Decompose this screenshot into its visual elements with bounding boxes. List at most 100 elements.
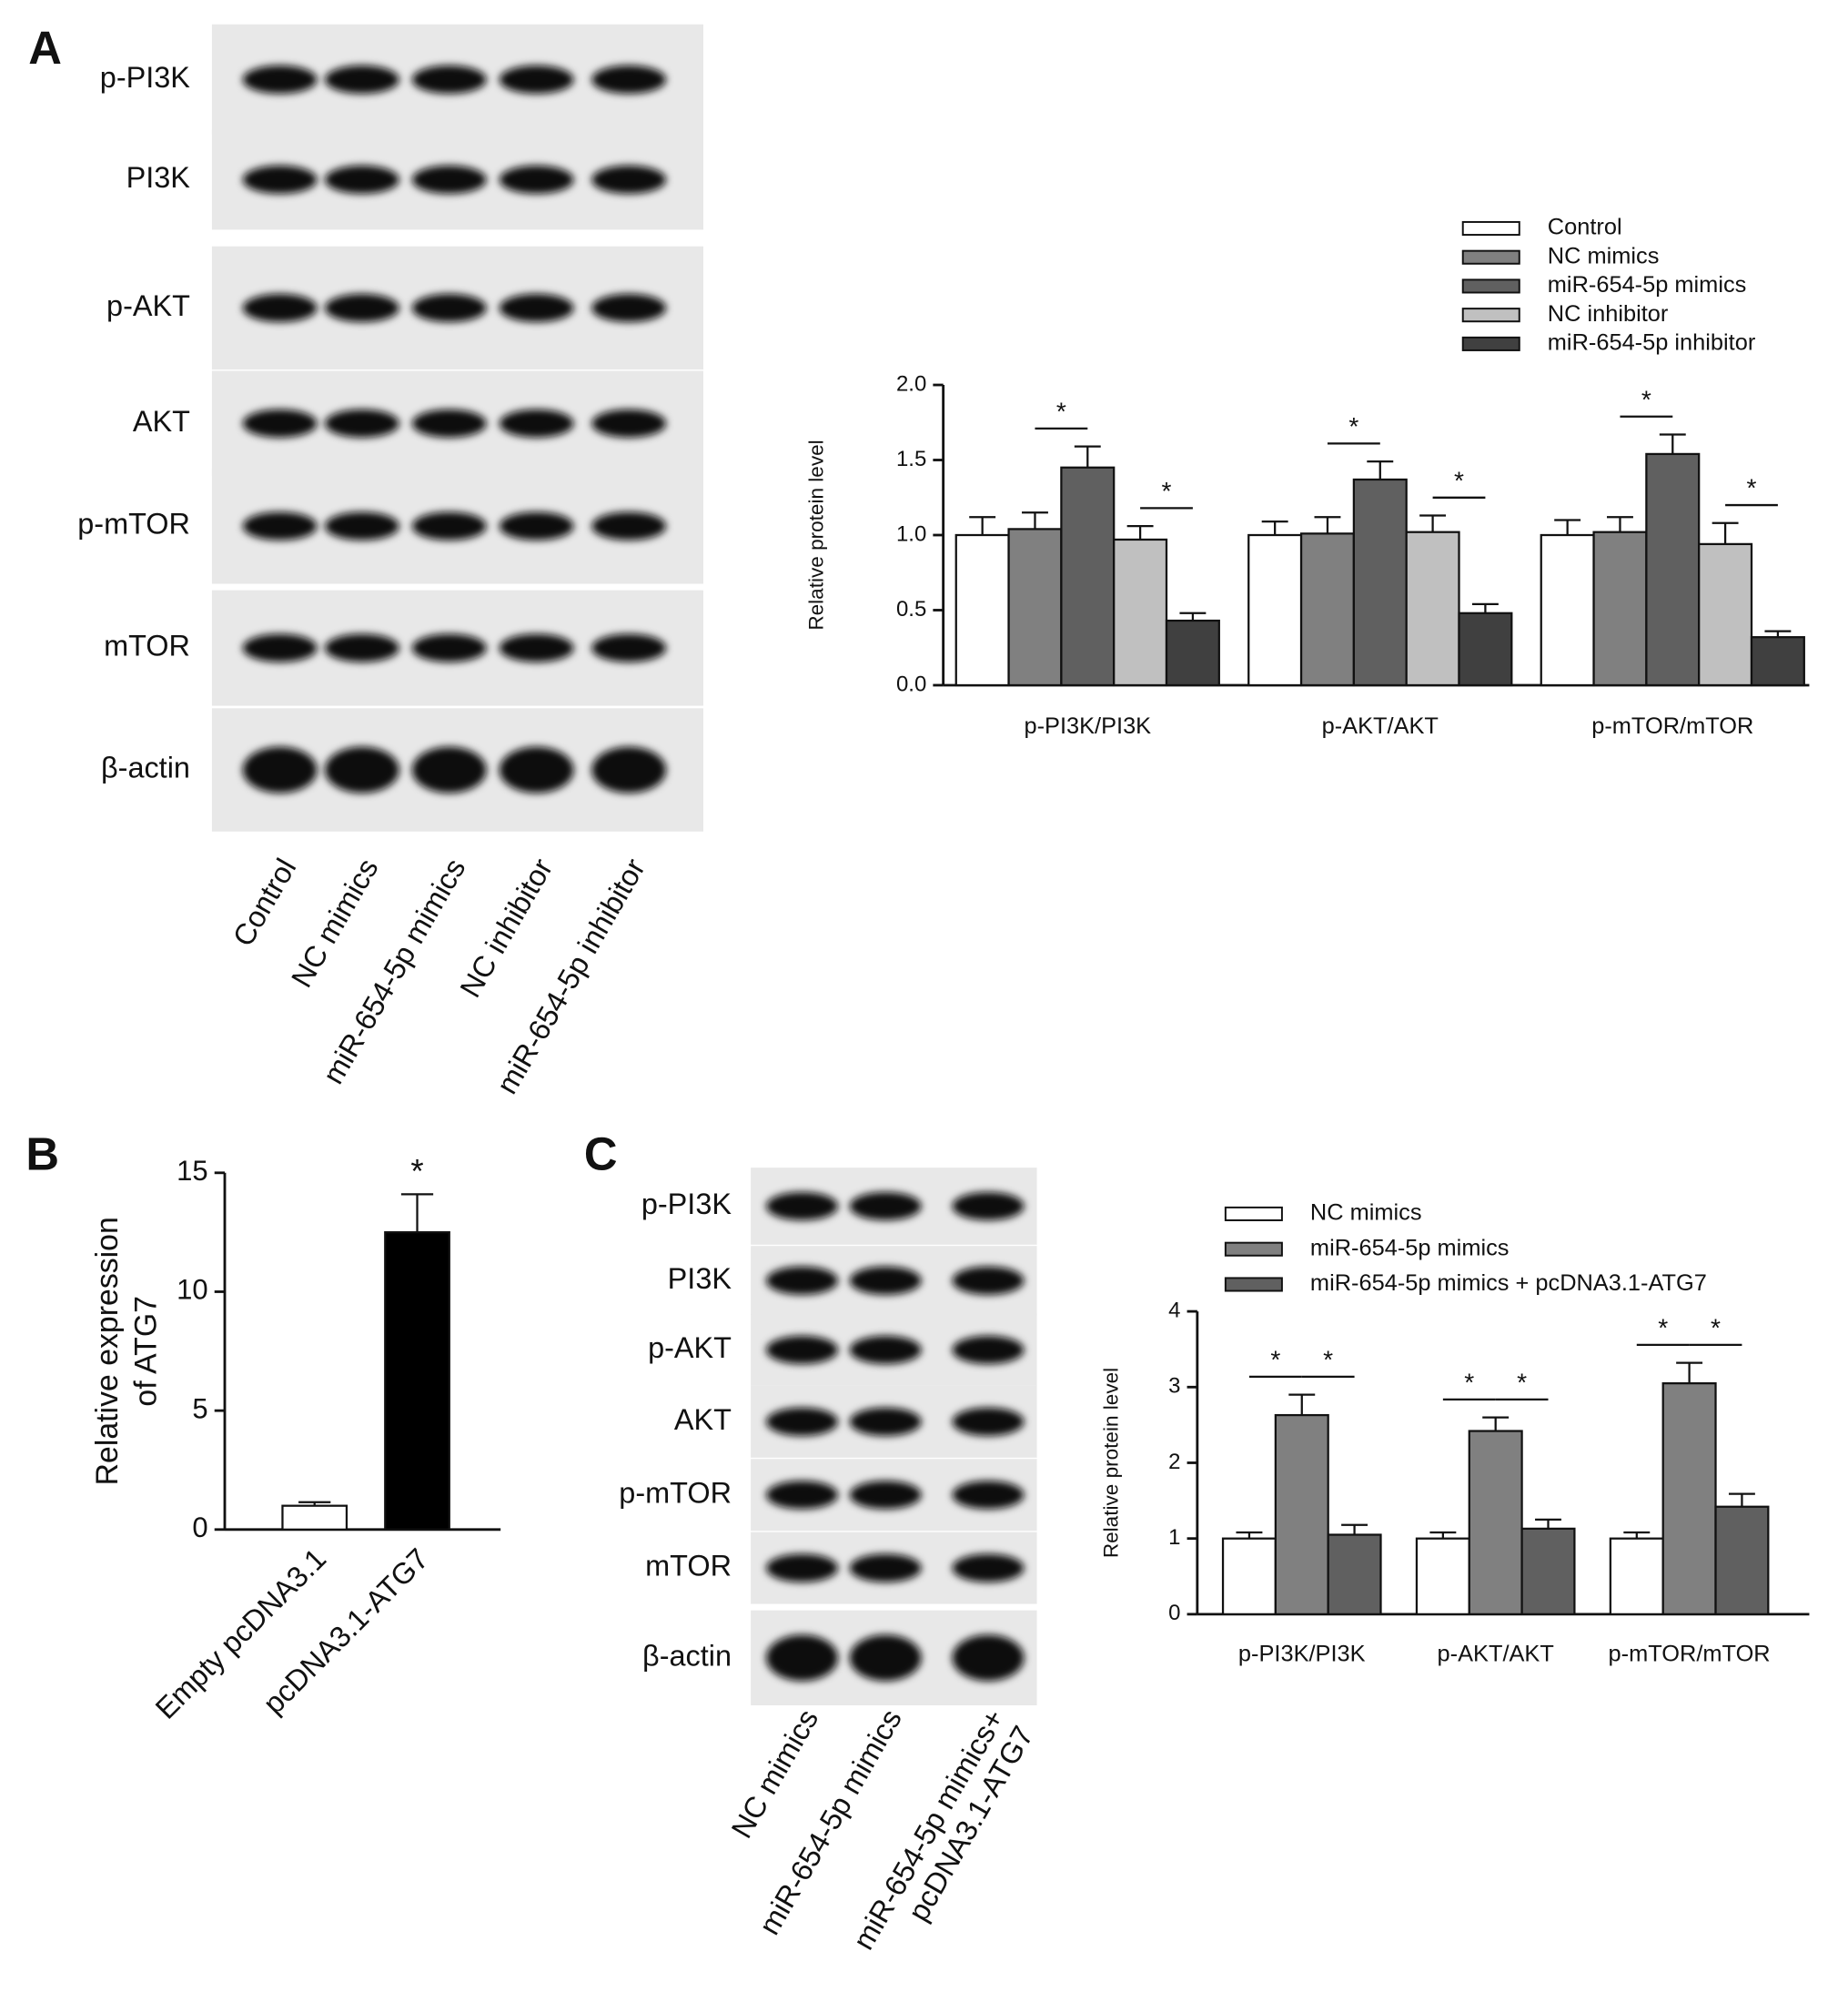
x-tick-label: p-AKT/AKT (1322, 713, 1439, 739)
significance-label: * (1517, 1367, 1527, 1396)
legend-swatch (1224, 1277, 1283, 1292)
blot-band (952, 1407, 1025, 1436)
blot-row-label: p-mTOR (619, 1476, 732, 1509)
blot-band (499, 511, 574, 541)
bar (1540, 533, 1595, 687)
blot-band (766, 1407, 839, 1436)
lane-label: NC mimics (285, 853, 385, 993)
significance-label: * (1323, 1344, 1333, 1373)
blot-band (324, 511, 399, 541)
blot-band (849, 1407, 922, 1436)
legend-swatch (1461, 308, 1520, 323)
blot-band (766, 1335, 839, 1364)
error-bar (1236, 1531, 1263, 1539)
blot-band (952, 1335, 1025, 1364)
blot-band (324, 65, 399, 94)
blot-band (849, 1481, 922, 1510)
bar (1007, 528, 1063, 687)
bar (1299, 532, 1356, 687)
x-tick-label: p-PI3K/PI3K (1238, 1642, 1366, 1667)
significance-label: * (1162, 476, 1172, 505)
blot-band (411, 165, 487, 194)
blot-band (242, 165, 318, 194)
x-tick-label: p-AKT/AKT (1438, 1642, 1554, 1667)
blot-row-label: β-actin (101, 752, 190, 784)
x-tick-label: p-mTOR/mTOR (1609, 1642, 1771, 1667)
y-tick-label: 1.5 (896, 447, 926, 471)
blot-band (242, 633, 318, 662)
blot-band (324, 293, 399, 322)
legend-swatch (1461, 220, 1520, 237)
error-bar (1074, 445, 1101, 468)
blot-band (411, 409, 487, 438)
error-bar (1623, 1531, 1651, 1539)
blot-row-label: mTOR (645, 1550, 732, 1582)
significance-label: * (1454, 465, 1464, 494)
bar (1468, 1430, 1523, 1616)
error-bar (1471, 602, 1499, 613)
legend-label: miR-654-5p mimics (1310, 1235, 1510, 1260)
bar (1113, 538, 1168, 687)
error-bar (1288, 1393, 1316, 1416)
error-bar (1314, 516, 1341, 534)
blot-band (411, 633, 487, 662)
blot-row-label: p-mTOR (77, 508, 190, 541)
error-bar (1367, 460, 1394, 480)
blot-band (591, 409, 667, 438)
y-tick-label: 15 (177, 1155, 207, 1187)
blot-row-label: AKT (133, 405, 190, 438)
y-tick-label: 10 (177, 1274, 207, 1306)
bar (1247, 533, 1303, 687)
blot-row-label: p-PI3K (100, 61, 190, 94)
significance-label: * (1658, 1312, 1668, 1341)
error-bar (1712, 521, 1739, 544)
error-bar (1429, 1531, 1457, 1539)
blot-band (411, 65, 487, 94)
legend-swatch (1461, 249, 1520, 265)
blot-band (849, 1335, 922, 1364)
y-tick-label: 1.0 (896, 521, 926, 546)
error-bar (400, 1193, 434, 1233)
error-bar (1126, 524, 1154, 540)
blot-band (242, 746, 318, 794)
significance-label: * (1747, 473, 1757, 502)
blot-band (591, 633, 667, 662)
blot-row-label: PI3K (668, 1262, 732, 1295)
error-bar (1728, 1492, 1755, 1507)
bar (384, 1231, 450, 1531)
y-axis-label: Relative expression (90, 1217, 125, 1485)
y-tick-label: 0 (192, 1512, 207, 1543)
blot-row-label: PI3K (126, 161, 191, 194)
error-bar (1261, 521, 1288, 536)
blot-band (591, 511, 667, 541)
blot-band (766, 1634, 839, 1682)
error-bar (969, 516, 996, 536)
bar (1592, 531, 1648, 687)
blot-row-label: p-AKT (106, 289, 190, 322)
y-tick-label: 0 (1168, 1601, 1180, 1625)
y-axis-label: Relative protein level (1100, 1368, 1123, 1558)
legend-swatch (1224, 1206, 1283, 1221)
y-axis-label: of ATG7 (128, 1296, 163, 1407)
bar (1274, 1413, 1329, 1616)
bar (1645, 452, 1701, 687)
blot-band (499, 633, 574, 662)
blot-band (499, 746, 574, 794)
blot-band (952, 1191, 1025, 1220)
blot-row-label: p-PI3K (641, 1188, 732, 1220)
blot-band (591, 293, 667, 322)
error-bar (1482, 1416, 1510, 1431)
bar (1415, 1537, 1470, 1616)
x-tick-label: p-mTOR/mTOR (1591, 713, 1753, 739)
legend-label: miR-654-5p mimics (1548, 272, 1747, 298)
bar (954, 533, 1010, 687)
significance-label: * (1056, 396, 1066, 425)
significance-label: * (1464, 1367, 1474, 1396)
blot-band (411, 293, 487, 322)
error-bar (1179, 612, 1207, 622)
error-bar (1022, 511, 1048, 530)
blot-band (849, 1191, 922, 1220)
bar (1520, 1527, 1576, 1616)
